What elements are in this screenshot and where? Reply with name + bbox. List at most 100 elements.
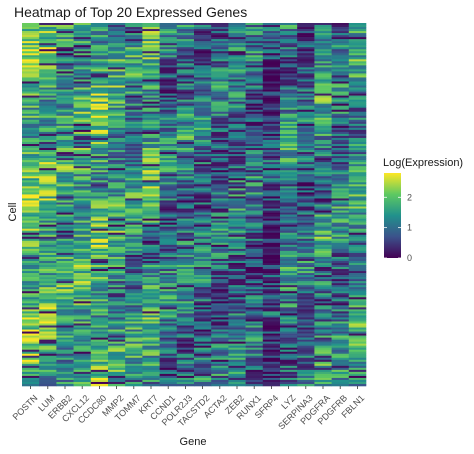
heatmap-cell <box>142 83 160 86</box>
heatmap-cell <box>56 121 74 125</box>
heatmap-cell <box>73 135 92 139</box>
heatmap-cell <box>194 333 212 336</box>
heatmap-cell <box>297 87 315 90</box>
heatmap-cell <box>331 101 350 104</box>
heatmap-cell <box>211 335 229 338</box>
heatmap-cell <box>176 97 195 100</box>
heatmap-cell <box>39 303 57 306</box>
heatmap-cell <box>211 89 229 92</box>
heatmap-cell <box>22 25 40 28</box>
heatmap-cell <box>314 361 332 365</box>
heatmap-cell <box>331 158 350 161</box>
heatmap-cell <box>211 283 229 286</box>
heatmap-cell <box>228 23 246 26</box>
heatmap-cell <box>108 168 126 171</box>
heatmap-cell <box>39 200 57 203</box>
heatmap-cell <box>176 95 195 98</box>
heatmap-cell <box>108 184 126 187</box>
heatmap-cell <box>125 260 143 264</box>
heatmap-cell <box>211 369 229 373</box>
heatmap-cell <box>314 184 332 187</box>
heatmap-cell <box>245 59 264 62</box>
heatmap-cell <box>142 178 160 181</box>
heatmap-cell <box>348 311 367 314</box>
heatmap-cell <box>108 154 126 157</box>
heatmap-cell <box>73 81 92 84</box>
heatmap-cell <box>280 85 298 88</box>
heatmap-cell <box>39 148 57 151</box>
heatmap-cell <box>211 299 229 302</box>
heatmap-cell <box>176 327 195 330</box>
heatmap-cell <box>73 244 92 248</box>
heatmap-cell <box>73 186 92 189</box>
heatmap-cell <box>262 210 281 213</box>
heatmap-cell <box>56 369 74 373</box>
heatmap-cell <box>331 166 350 169</box>
heatmap-cell <box>125 109 143 113</box>
heatmap-cell <box>297 29 315 32</box>
heatmap-cell <box>90 343 109 346</box>
heatmap-cell <box>73 248 92 252</box>
heatmap-cell <box>142 279 160 282</box>
heatmap-cell <box>314 129 332 133</box>
heatmap-cell <box>90 160 109 163</box>
heatmap-cell <box>331 315 350 318</box>
heatmap-cell <box>39 33 57 36</box>
heatmap-cell <box>280 309 298 312</box>
heatmap-cell <box>211 176 229 179</box>
heatmap-cell <box>211 39 229 42</box>
heatmap-cell <box>108 59 126 62</box>
heatmap-cell <box>176 148 195 151</box>
heatmap-cell <box>22 359 40 363</box>
heatmap-cell <box>228 85 246 88</box>
heatmap-cell <box>228 29 246 32</box>
heatmap-cell <box>314 246 332 250</box>
heatmap-cell <box>142 133 160 137</box>
heatmap-cell <box>331 381 350 385</box>
heatmap-cell <box>297 144 315 147</box>
heatmap-cell <box>348 273 367 276</box>
heatmap-cell <box>176 226 195 229</box>
heatmap-cell <box>108 200 126 203</box>
heatmap-cell <box>314 103 332 106</box>
heatmap-cell <box>176 144 195 147</box>
heatmap-cell <box>314 206 332 209</box>
heatmap-cell <box>314 162 332 165</box>
heatmap-cell <box>194 55 212 58</box>
heatmap-cell <box>211 295 229 298</box>
heatmap-cell <box>108 212 126 215</box>
heatmap-cell <box>228 192 246 195</box>
heatmap-cell <box>331 168 350 171</box>
heatmap-cell <box>22 168 40 171</box>
heatmap-cell <box>245 281 264 284</box>
heatmap-cell <box>262 220 281 223</box>
heatmap-cell <box>39 137 57 141</box>
heatmap-cell <box>228 301 246 304</box>
heatmap-cell <box>280 265 298 268</box>
heatmap-cell <box>262 240 281 244</box>
heatmap-cell <box>39 262 57 266</box>
heatmap-cell <box>73 148 92 151</box>
heatmap-cell <box>331 347 350 350</box>
heatmap-cell <box>39 57 57 60</box>
heatmap-cell <box>194 383 212 387</box>
heatmap-cell <box>245 337 264 340</box>
heatmap-cell <box>125 85 143 88</box>
heatmap-cell <box>22 150 40 153</box>
heatmap-cell <box>56 41 74 44</box>
heatmap-cell <box>228 246 246 250</box>
heatmap-cell <box>56 258 74 262</box>
heatmap-cell <box>228 323 246 326</box>
heatmap-cell <box>56 101 74 104</box>
heatmap-cell <box>314 379 332 383</box>
heatmap-cell <box>39 236 57 240</box>
heatmap-cell <box>262 39 281 42</box>
heatmap-cell <box>331 150 350 153</box>
heatmap-cell <box>245 299 264 302</box>
heatmap-cell <box>348 57 367 60</box>
heatmap-cell <box>211 250 229 254</box>
heatmap-cell <box>297 188 315 191</box>
heatmap-cell <box>125 105 143 108</box>
heatmap-cell <box>348 101 367 104</box>
heatmap-cell <box>90 202 109 205</box>
